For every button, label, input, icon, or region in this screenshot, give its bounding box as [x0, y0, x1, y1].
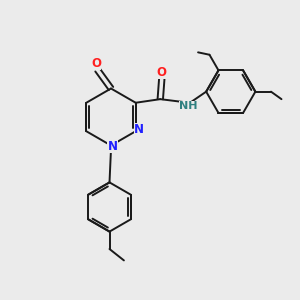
Text: O: O [157, 66, 167, 79]
Text: NH: NH [178, 101, 197, 111]
Text: O: O [91, 57, 101, 70]
Text: N: N [107, 140, 118, 153]
Text: N: N [134, 123, 144, 136]
